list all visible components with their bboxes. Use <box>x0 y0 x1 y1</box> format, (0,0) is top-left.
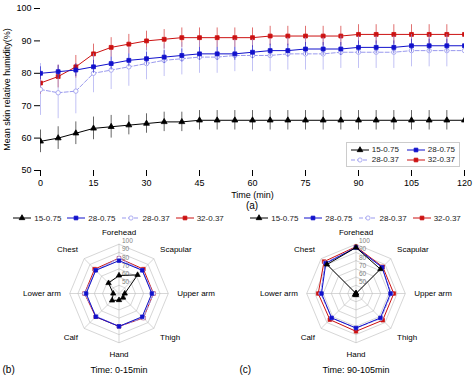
html-text:28-0.37: 28-0.37 <box>379 213 407 223</box>
svg-text:45: 45 <box>194 178 204 188</box>
svg-text:105: 105 <box>404 178 419 188</box>
svg-text:Lower arm: Lower arm <box>260 289 298 298</box>
svg-text:60: 60 <box>359 270 367 277</box>
svg-text:50: 50 <box>122 278 130 285</box>
svg-text:(c): (c) <box>240 364 252 375</box>
svg-text:Upper arm: Upper arm <box>414 289 452 298</box>
html-text:32-0.37: 32-0.37 <box>427 155 455 164</box>
html-text:28-0.75: 28-0.75 <box>427 145 455 154</box>
svg-text:Chest: Chest <box>57 245 79 254</box>
svg-text:15: 15 <box>88 178 98 188</box>
html-text:(a): (a) <box>245 200 259 211</box>
svg-text:70: 70 <box>359 262 367 269</box>
svg-text:(b): (b) <box>3 364 15 375</box>
html-text:32-0.37: 32-0.37 <box>433 213 461 223</box>
svg-text:Hand: Hand <box>346 350 365 359</box>
svg-text:75: 75 <box>300 178 310 188</box>
html-text:28-0.37: 28-0.37 <box>142 213 170 223</box>
svg-text:90: 90 <box>359 245 367 253</box>
svg-text:Calf: Calf <box>301 333 316 342</box>
svg-text:90: 90 <box>353 178 363 188</box>
svg-text:Time (min): Time (min) <box>231 190 274 200</box>
svg-text:Time: 0-15min: Time: 0-15min <box>90 365 147 375</box>
svg-text:Scapular: Scapular <box>397 245 429 254</box>
svg-text:0: 0 <box>38 178 43 188</box>
svg-text:Upper arm: Upper arm <box>177 289 215 298</box>
svg-text:80: 80 <box>122 253 130 261</box>
svg-text:50: 50 <box>21 165 31 175</box>
svg-text:Thigh: Thigh <box>160 333 180 342</box>
svg-text:70: 70 <box>21 101 31 111</box>
svg-text:100: 100 <box>122 237 133 244</box>
svg-text:30: 30 <box>141 178 151 188</box>
svg-text:Forehead: Forehead <box>339 228 373 237</box>
html-text:15-0.75: 15-0.75 <box>34 213 62 223</box>
svg-text:Scapular: Scapular <box>160 245 192 254</box>
svg-text:90: 90 <box>122 245 130 252</box>
html-text:28-0.75: 28-0.75 <box>325 213 353 223</box>
html-text:15-0.75: 15-0.75 <box>371 145 399 154</box>
svg-text:100: 100 <box>16 3 31 13</box>
svg-text:100: 100 <box>359 237 370 244</box>
svg-text:80: 80 <box>21 68 31 78</box>
svg-text:70: 70 <box>122 261 130 269</box>
svg-text:Calf: Calf <box>64 333 79 342</box>
svg-text:Thigh: Thigh <box>397 333 417 342</box>
html-text:32-0.37: 32-0.37 <box>196 213 224 223</box>
svg-text:60: 60 <box>122 270 130 277</box>
svg-text:Mean skin relative humidity(%): Mean skin relative humidity(%) <box>2 28 12 151</box>
svg-text:120: 120 <box>457 178 472 188</box>
html-text:28-0.37: 28-0.37 <box>371 155 399 164</box>
svg-text:Time: 90-105min: Time: 90-105min <box>322 365 389 375</box>
svg-text:Forehead: Forehead <box>102 228 136 237</box>
html-text:28-0.75: 28-0.75 <box>88 213 116 223</box>
svg-text:Hand: Hand <box>109 350 128 359</box>
svg-text:60: 60 <box>21 133 31 143</box>
svg-text:50: 50 <box>359 278 367 286</box>
svg-text:80: 80 <box>359 253 367 261</box>
html-text:15-0.75: 15-0.75 <box>271 213 299 223</box>
svg-text:Lower arm: Lower arm <box>23 289 61 298</box>
svg-text:90: 90 <box>21 36 31 46</box>
svg-text:Chest: Chest <box>294 245 316 254</box>
svg-text:60: 60 <box>247 178 257 188</box>
